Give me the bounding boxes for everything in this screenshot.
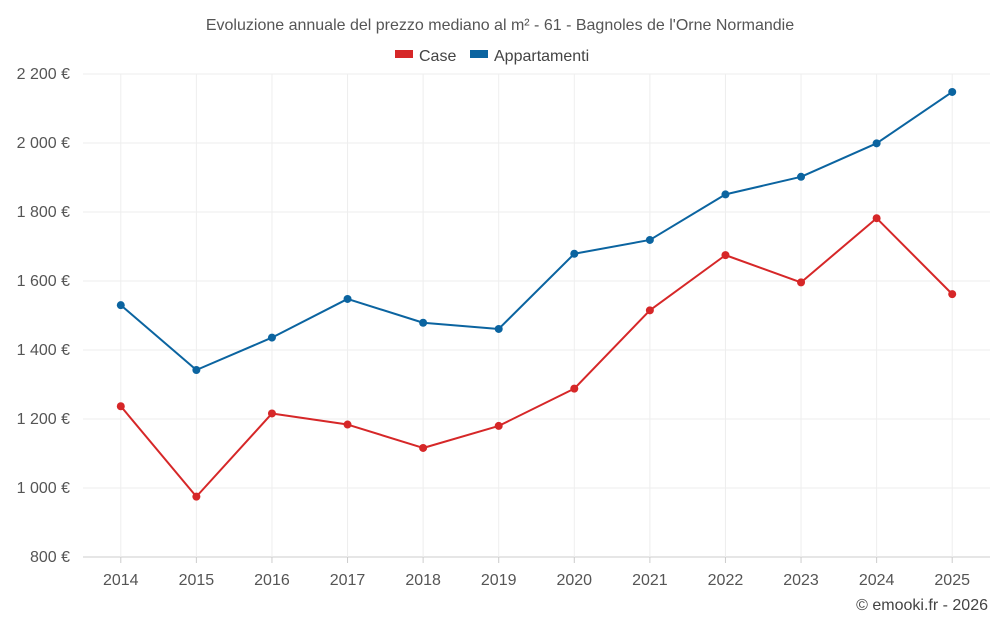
data-point-appartamenti[interactable]: [343, 294, 352, 303]
x-tick-label: 2018: [405, 572, 441, 589]
x-tick-label: 2021: [632, 572, 668, 589]
data-point-case[interactable]: [872, 214, 881, 223]
legend: Case Appartamenti: [395, 48, 589, 65]
data-point-appartamenti[interactable]: [721, 190, 730, 199]
data-point-appartamenti[interactable]: [192, 366, 201, 375]
legend-label-appartamenti[interactable]: Appartamenti: [494, 48, 589, 65]
y-axis-labels: 800 € 1 000 € 1 200 € 1 400 € 1 600 € 1 800 €…: [17, 66, 70, 566]
data-point-appartamenti[interactable]: [419, 318, 428, 327]
data-point-appartamenti[interactable]: [116, 301, 125, 310]
series: [116, 87, 957, 501]
data-point-case[interactable]: [948, 290, 957, 299]
data-point-case[interactable]: [192, 492, 201, 501]
y-tick-label: 1 800 €: [17, 204, 70, 221]
x-axis-labels: 2014 2015 2016 2017 2018 2019 2020 2021 2022 2023…: [103, 572, 970, 589]
series-line-case: [120, 217, 953, 498]
data-point-appartamenti[interactable]: [948, 87, 957, 96]
data-point-appartamenti[interactable]: [797, 172, 806, 181]
x-tick-label: 2025: [934, 572, 970, 589]
x-tick-label: 2020: [556, 572, 592, 589]
data-point-case[interactable]: [116, 402, 125, 411]
series-line-appartamenti: [120, 91, 953, 372]
y-tick-label: 2 000 €: [17, 135, 70, 152]
data-point-appartamenti[interactable]: [267, 333, 276, 342]
data-point-case[interactable]: [797, 278, 806, 287]
data-point-case[interactable]: [494, 421, 503, 430]
grid: [83, 73, 990, 563]
data-point-appartamenti[interactable]: [872, 139, 881, 148]
x-tick-label: 2016: [254, 572, 290, 589]
y-tick-label: 1 600 €: [17, 273, 70, 290]
legend-swatch-appartamenti: [470, 50, 488, 58]
legend-label-case[interactable]: Case: [419, 48, 456, 65]
x-tick-label: 2024: [859, 572, 895, 589]
data-point-appartamenti[interactable]: [645, 235, 654, 244]
data-point-case[interactable]: [343, 420, 352, 429]
x-tick-label: 2014: [103, 572, 139, 589]
data-point-case[interactable]: [721, 251, 730, 260]
y-tick-label: 1 200 €: [17, 411, 70, 428]
x-tick-label: 2015: [179, 572, 215, 589]
credit-text: © emooki.fr - 2026: [856, 597, 988, 614]
data-point-case[interactable]: [645, 306, 654, 315]
x-tick-label: 2017: [330, 572, 366, 589]
y-tick-label: 800 €: [30, 549, 70, 566]
y-tick-label: 1 400 €: [17, 342, 70, 359]
x-tick-label: 2023: [783, 572, 819, 589]
x-tick-label: 2022: [708, 572, 744, 589]
data-point-appartamenti[interactable]: [494, 324, 503, 333]
y-tick-label: 2 200 €: [17, 66, 70, 83]
data-point-case[interactable]: [570, 384, 579, 393]
legend-swatch-case: [395, 50, 413, 58]
x-tick-label: 2019: [481, 572, 517, 589]
data-point-case[interactable]: [419, 443, 428, 452]
data-point-appartamenti[interactable]: [570, 249, 579, 258]
data-point-case[interactable]: [267, 409, 276, 418]
chart-title: Evoluzione annuale del prezzo mediano al…: [206, 17, 794, 34]
y-tick-label: 1 000 €: [17, 480, 70, 497]
